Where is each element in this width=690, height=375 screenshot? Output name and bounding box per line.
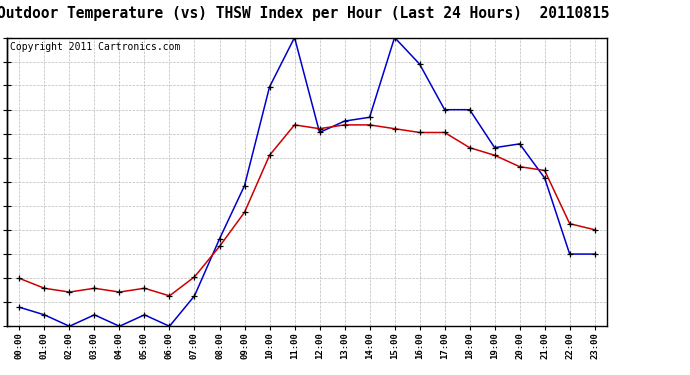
- Text: Outdoor Temperature (vs) THSW Index per Hour (Last 24 Hours)  20110815: Outdoor Temperature (vs) THSW Index per …: [0, 6, 610, 21]
- Text: Copyright 2011 Cartronics.com: Copyright 2011 Cartronics.com: [10, 42, 180, 52]
